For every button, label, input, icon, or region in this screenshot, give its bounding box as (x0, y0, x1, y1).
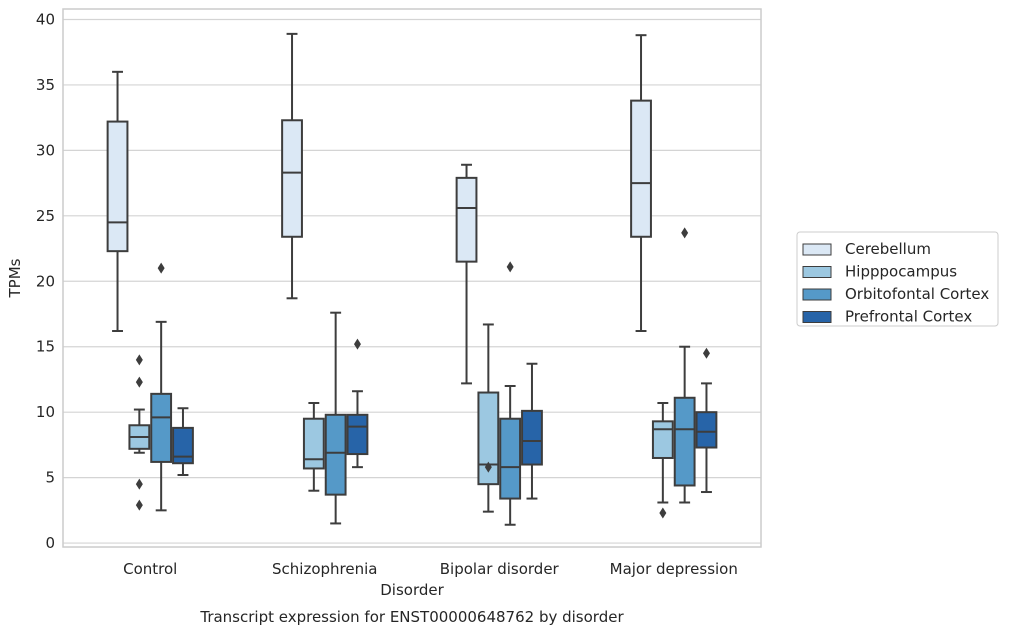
x-tick-label: Schizophrenia (272, 560, 377, 578)
box-iqr (673, 396, 696, 487)
box-cerebellum (106, 70, 129, 333)
box-orbitofontal-cortex (150, 262, 173, 512)
box-prefrontal-cortex (521, 362, 543, 500)
outlier-point (702, 347, 710, 359)
y-tick-label: 15 (36, 338, 55, 356)
chart-caption: Transcript expression for ENST0000064876… (199, 608, 624, 626)
box-hipppocampus (477, 323, 500, 513)
y-tick-label: 35 (36, 76, 55, 94)
x-tick-label: Control (123, 560, 177, 578)
outlier-point (135, 354, 143, 366)
box-iqr (172, 426, 194, 465)
x-tick-label: Major depression (610, 560, 738, 578)
box-iqr (477, 391, 500, 486)
x-tick-label: Bipolar disorder (440, 560, 560, 578)
y-tick-label: 10 (36, 403, 55, 421)
y-axis-label: TPMs (6, 258, 24, 298)
box-orbitofontal-cortex (673, 227, 696, 504)
outlier-point (506, 261, 514, 273)
outlier-point (681, 227, 689, 239)
legend-swatch (802, 288, 832, 301)
y-tick-label: 40 (36, 10, 55, 28)
box-orbitofontal-cortex (324, 311, 347, 525)
box-cerebellum (281, 32, 303, 300)
box-iqr (499, 417, 522, 500)
legend-frame (796, 231, 999, 327)
box-iqr (324, 413, 347, 496)
outlier-point (659, 507, 667, 519)
legend-label: Cerebellum (845, 240, 931, 258)
x-axis-label: Disorder (380, 581, 444, 599)
box-iqr (106, 120, 129, 253)
outlier-point (135, 376, 143, 388)
plot-frame (62, 8, 762, 548)
x-tick-labels: Control Schizophrenia Bipolar disorder Majo… (123, 560, 738, 578)
legend-swatch (802, 266, 832, 278)
box-iqr (651, 420, 674, 459)
y-tick-label: 30 (36, 141, 55, 159)
y-tick-label: 0 (45, 534, 55, 552)
outlier-point (135, 478, 143, 490)
box-iqr (281, 119, 303, 238)
box-cerebellum (455, 163, 478, 385)
box-hipppocampus (128, 354, 151, 511)
y-tick-label: 5 (45, 469, 55, 487)
box-orbitofontal-cortex (499, 261, 522, 526)
y-tick-label: 25 (36, 207, 55, 225)
box-iqr (630, 99, 652, 238)
y-tick-labels: 0 5 10 15 20 25 30 35 40 (36, 10, 55, 552)
legend-label: Hipppocampus (845, 263, 957, 281)
box-iqr (695, 411, 718, 449)
legend-swatch (802, 311, 832, 323)
box-iqr (150, 392, 173, 463)
outlier-point (484, 461, 492, 473)
box-prefrontal-cortex (695, 347, 718, 494)
outlier-point (157, 262, 165, 274)
box-marks (106, 32, 718, 526)
box-hipppocampus (302, 402, 325, 492)
legend: Cerebellum Hipppocampus Orbitofontal Corte… (796, 231, 999, 327)
box-iqr (455, 176, 478, 263)
outlier-point (353, 338, 361, 350)
box-prefrontal-cortex (346, 338, 369, 469)
box-hipppocampus (651, 402, 674, 519)
box-prefrontal-cortex (172, 407, 194, 477)
outlier-point (135, 499, 143, 511)
box-cerebellum (630, 34, 652, 333)
box-iqr (521, 409, 543, 466)
legend-swatch (802, 243, 832, 256)
y-tick-label: 20 (36, 272, 55, 290)
box-iqr (346, 413, 369, 456)
legend-label: Orbitofontal Cortex (845, 285, 989, 303)
box-iqr (302, 417, 325, 470)
y-grid-lines (63, 18, 761, 544)
legend-label: Prefrontal Cortex (845, 308, 972, 326)
